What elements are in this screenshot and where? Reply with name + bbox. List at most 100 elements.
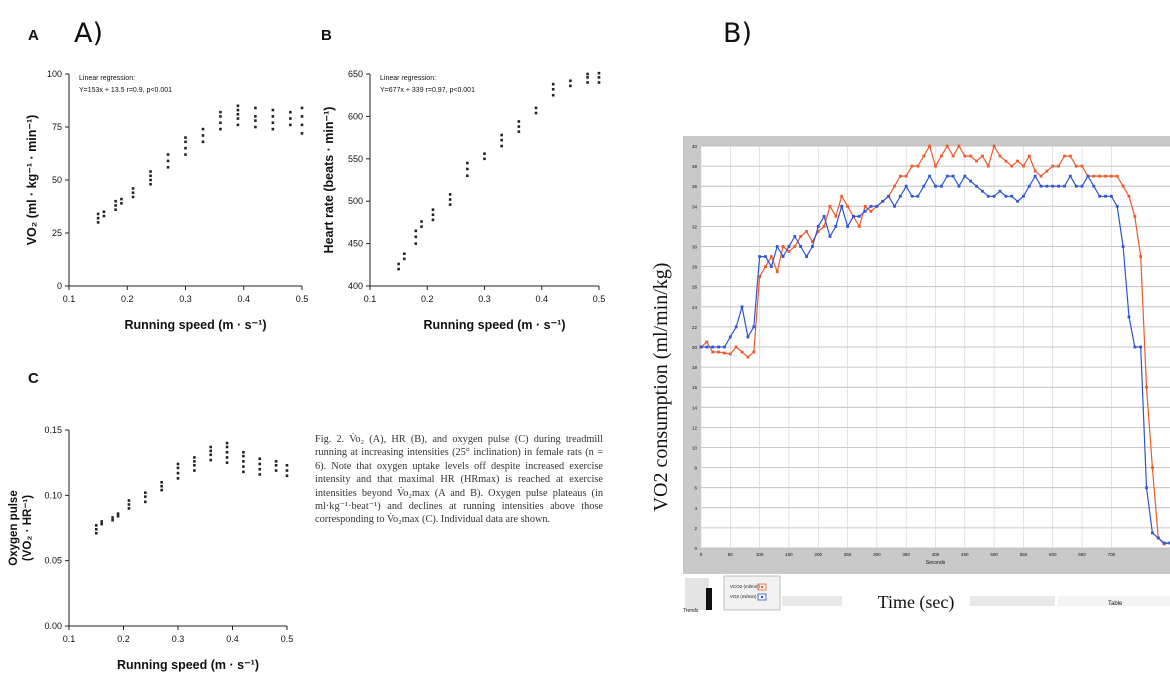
data-point (96, 212, 100, 216)
data-point (254, 115, 257, 118)
data-point (160, 480, 163, 484)
vo2-marker (1080, 184, 1084, 188)
vo2-marker (740, 305, 744, 309)
trends-tab (685, 578, 709, 610)
vo2-marker (799, 245, 803, 248)
data-point (258, 473, 262, 476)
vo2-marker (793, 235, 797, 238)
vo2-marker (1068, 174, 1072, 178)
data-point (96, 221, 100, 224)
x-tick-label: 0.3 (172, 634, 185, 644)
data-point (517, 120, 521, 123)
x-axis-label: Running speed (m · s⁻¹) (423, 318, 565, 332)
data-point (254, 106, 257, 110)
scatter-panel-a: A 0.1 0.2 0.3 0.4 0.5 0 25 50 75 100 Running speed … (25, 27, 308, 332)
data-point (225, 450, 229, 454)
data-point (414, 229, 418, 233)
vco2-marker (963, 154, 967, 158)
legend-label: VCO2 (ml/min) (730, 584, 760, 589)
vo2-marker (875, 204, 879, 208)
vco2-marker (969, 154, 973, 158)
y-tick-label: 0.10 (44, 490, 62, 500)
vco2-marker (1027, 154, 1031, 158)
vco2-marker (1080, 164, 1084, 168)
bottom-strip: Trends VCO2 (ml/min) VO2 (ml/min) Table Time… (683, 574, 1170, 614)
vco2-marker (904, 174, 908, 178)
data-point (242, 450, 245, 454)
data-point (534, 106, 538, 110)
vo2-marker (1004, 194, 1008, 198)
data-point (131, 191, 135, 195)
data-point (219, 127, 222, 131)
data-point (431, 218, 435, 222)
vo2-marker (834, 225, 838, 228)
figure-label-a: A) (74, 18, 104, 49)
data-point (500, 144, 503, 148)
data-point (569, 84, 572, 88)
vo2-marker (1033, 174, 1037, 178)
data-point (285, 463, 289, 467)
legend-swatch-marker (761, 586, 763, 588)
data-point (242, 454, 245, 458)
data-point (258, 467, 262, 471)
data-point (160, 488, 163, 492)
vo2-marker (1156, 536, 1160, 540)
data-point (209, 449, 212, 453)
vo2-marker (1151, 531, 1154, 535)
data-point (236, 108, 240, 112)
x-tick-label: 0.5 (296, 294, 309, 304)
data-point (116, 514, 120, 518)
vco2-marker (1092, 174, 1096, 178)
data-point (184, 136, 187, 139)
data-point (184, 140, 187, 144)
vo2-marker (951, 174, 955, 178)
y-tick-label: 400 (348, 281, 363, 291)
vco2-marker (746, 355, 750, 359)
y-tick-label: 2 (694, 526, 697, 531)
data-point (100, 522, 103, 526)
y-tick-label: 18 (692, 365, 698, 370)
vco2-marker (1016, 159, 1019, 163)
vo2-marker (857, 214, 861, 218)
x-tick-label: 350 (902, 552, 910, 557)
vco2-marker (822, 225, 826, 228)
vco2-marker (740, 350, 744, 354)
y-tick-label: 550 (348, 154, 363, 164)
data-point (569, 79, 572, 83)
panel-letter: C (28, 370, 39, 387)
vo2-marker (1010, 194, 1014, 198)
data-point (114, 199, 117, 203)
vco2-marker (816, 230, 820, 233)
data-point (271, 121, 275, 125)
y-tick-label: 22 (692, 325, 698, 330)
vo2-marker (969, 179, 973, 183)
data-point (300, 123, 304, 127)
vo2-marker (787, 245, 791, 248)
x-tick-label: 50 (728, 552, 734, 557)
vo2-marker (957, 184, 961, 188)
vo2-marker (863, 209, 867, 213)
vco2-marker (728, 352, 732, 356)
vo2-marker (945, 174, 949, 178)
data-point (597, 76, 601, 79)
vo2-marker (1127, 315, 1131, 319)
data-point (551, 82, 555, 86)
data-point (127, 503, 131, 506)
data-point (289, 117, 292, 120)
data-point (209, 458, 212, 462)
data-point (597, 71, 601, 75)
data-point (111, 516, 114, 519)
vo2-marker (840, 204, 844, 208)
vo2-marker (898, 194, 902, 198)
vo2-marker (893, 204, 896, 208)
y-axis-label: Oxygen pulse (8, 490, 20, 565)
vco2-marker (951, 154, 955, 158)
y-tick-label: 6 (694, 486, 697, 491)
data-point (176, 477, 180, 480)
y-tick-label: 30 (692, 245, 698, 250)
data-point (176, 466, 180, 470)
data-point (225, 461, 229, 464)
data-point (144, 491, 147, 495)
data-point (184, 153, 187, 156)
